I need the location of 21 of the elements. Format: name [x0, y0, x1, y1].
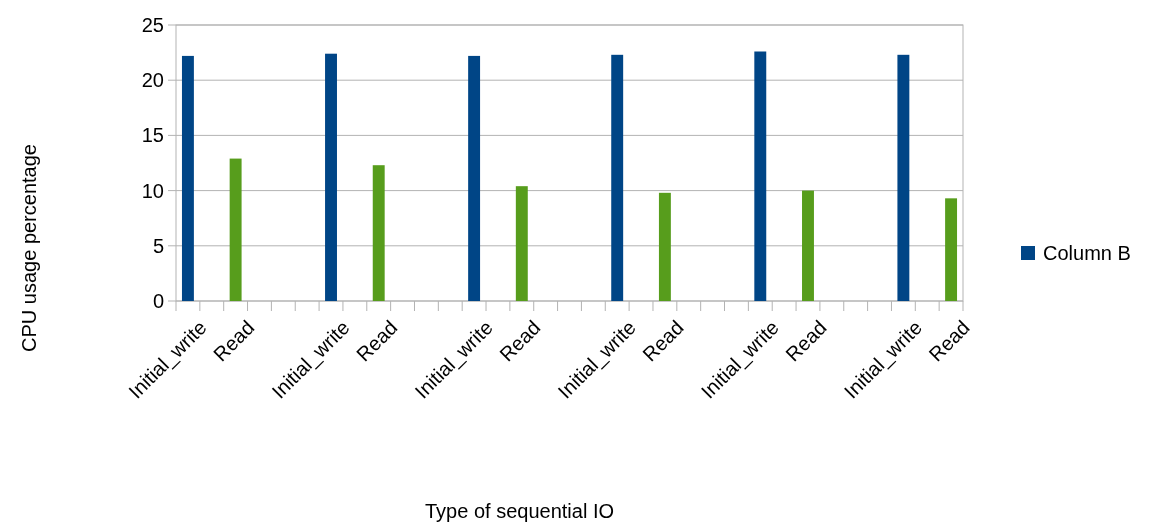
bar: [945, 198, 958, 301]
bar: [515, 186, 528, 301]
legend-label: Column B: [1043, 242, 1131, 264]
bar: [802, 190, 814, 301]
bar: [372, 165, 385, 301]
y-axis-title: CPU usage percentage: [18, 144, 40, 352]
x-axis-title: Type of sequential IO: [424, 500, 615, 522]
y-tick-label: 10: [141, 179, 164, 202]
bar: [897, 54, 910, 301]
bar: [754, 51, 767, 301]
bar: [325, 53, 337, 301]
y-tick-label: 25: [141, 14, 164, 36]
bar: [229, 158, 242, 301]
y-tick-label: 5: [152, 234, 164, 257]
bar: [611, 54, 624, 301]
bar: [658, 192, 671, 301]
y-tick-label: 20: [141, 69, 164, 92]
bar: [468, 55, 481, 301]
y-tick-label: 15: [141, 124, 164, 147]
bar: [181, 55, 194, 301]
y-tick-label: 0: [152, 290, 164, 312]
